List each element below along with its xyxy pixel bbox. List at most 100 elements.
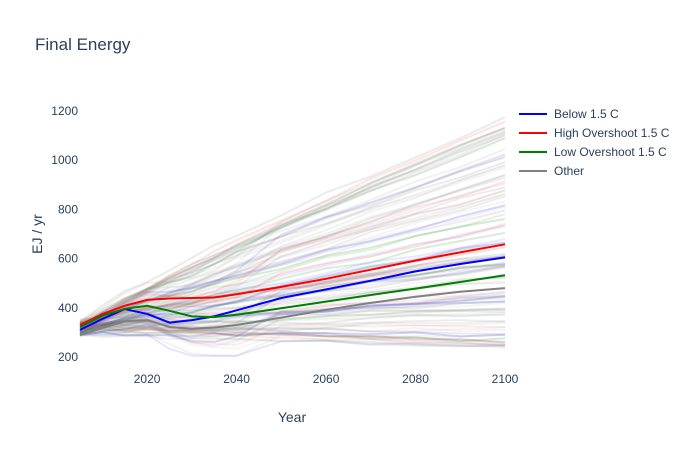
background-scenario-line xyxy=(79,324,506,349)
background-scenario-line xyxy=(79,163,506,337)
background-scenario-line xyxy=(79,153,506,328)
legend-item-low-overshoot-1-5-c[interactable]: Low Overshoot 1.5 C xyxy=(519,145,667,159)
background-scenario-line xyxy=(79,309,506,332)
background-scenario-line xyxy=(79,136,506,330)
background-scenario-line xyxy=(79,120,506,333)
background-scenario-line xyxy=(79,296,506,336)
background-scenario-line xyxy=(79,276,506,324)
background-scenario-line xyxy=(79,322,506,335)
background-scenario-line xyxy=(79,254,506,333)
background-scenario-line xyxy=(79,231,506,334)
background-scenario-line xyxy=(79,126,506,333)
background-scenario-line xyxy=(79,265,506,328)
background-scenario-line xyxy=(79,209,506,331)
legend-item-high-overshoot-1-5-c[interactable]: High Overshoot 1.5 C xyxy=(519,126,670,140)
background-scenario-line xyxy=(79,166,506,327)
background-scenario-line xyxy=(79,321,506,343)
background-scenario-line xyxy=(79,326,506,333)
background-scenario-line xyxy=(79,307,506,348)
y-tick-label: 400 xyxy=(58,301,78,315)
background-scenario-line xyxy=(79,319,506,327)
background-scenario-line xyxy=(79,320,506,336)
background-scenario-line xyxy=(79,161,506,324)
background-scenario-line xyxy=(79,312,506,330)
background-scenario-line xyxy=(79,200,506,327)
background-scenario-line xyxy=(79,127,506,336)
legend-label: Low Overshoot 1.5 C xyxy=(554,145,667,159)
background-scenario-line xyxy=(79,137,506,326)
background-scenario-line xyxy=(79,264,506,324)
background-scenario-line xyxy=(79,255,506,331)
background-scenario-line xyxy=(79,131,506,337)
background-scenario-line xyxy=(79,287,506,321)
background-scenario-line xyxy=(79,320,506,346)
background-scenario-line xyxy=(79,325,506,333)
background-scenario-line xyxy=(79,134,506,331)
background-scenario-line xyxy=(79,330,506,338)
background-scenario-line xyxy=(79,245,506,332)
background-scenario-line xyxy=(79,148,506,329)
background-scenario-line xyxy=(79,238,506,329)
x-tick-label: 2060 xyxy=(313,372,340,386)
x-axis-title: Year xyxy=(278,409,307,425)
background-scenario-line xyxy=(79,333,506,357)
background-scenario-line xyxy=(79,131,506,334)
background-scenario-line xyxy=(79,295,506,335)
series-line-low-overshoot-1-5-c xyxy=(79,274,506,328)
background-scenario-line xyxy=(79,263,506,334)
legend-item-other[interactable]: Other xyxy=(519,164,584,178)
background-scenario-line xyxy=(79,129,506,333)
background-scenario-line xyxy=(79,204,506,328)
series-line-other xyxy=(79,287,506,336)
background-scenario-line xyxy=(79,294,506,336)
background-scenario-line xyxy=(79,295,506,333)
background-scenario-line xyxy=(79,133,506,336)
legend-label: Below 1.5 C xyxy=(554,107,619,121)
x-tick-label: 2080 xyxy=(402,372,429,386)
background-scenario-line xyxy=(79,186,506,330)
background-scenario-line xyxy=(79,174,506,331)
background-scenario-line xyxy=(79,265,506,335)
background-scenario-line xyxy=(79,127,506,323)
background-scenario-line xyxy=(79,332,506,357)
background-scenario-line xyxy=(79,155,506,333)
series-line-below-1-5-c xyxy=(79,256,506,331)
background-scenario-line xyxy=(79,327,506,343)
background-scenario-line xyxy=(79,195,506,336)
y-tick-label: 800 xyxy=(58,202,78,216)
x-axis-ticks: 2020 2040 2060 2080 2100 xyxy=(134,372,519,386)
background-scenario-line xyxy=(79,325,506,345)
background-scenario-line xyxy=(79,164,506,325)
background-scenario-line xyxy=(79,333,506,348)
background-scenario-line xyxy=(79,222,506,333)
background-scenario-line xyxy=(79,322,506,343)
background-scenario-line xyxy=(79,320,506,350)
background-scenario-line xyxy=(79,298,506,328)
chart-title: Final Energy xyxy=(35,35,131,54)
background-scenario-line xyxy=(79,330,506,347)
y-tick-label: 1000 xyxy=(51,153,78,167)
series-lines xyxy=(79,243,506,336)
y-tick-label: 200 xyxy=(58,350,78,364)
background-scenario-line xyxy=(79,182,506,333)
legend-label: High Overshoot 1.5 C xyxy=(554,126,670,140)
background-scenario-line xyxy=(79,256,506,328)
background-scenario-line xyxy=(79,263,506,327)
x-tick-label: 2040 xyxy=(223,372,250,386)
y-tick-label: 600 xyxy=(58,252,78,266)
background-scenario-line xyxy=(79,192,506,328)
background-scenario-line xyxy=(79,321,506,336)
background-scenario-line xyxy=(79,323,506,347)
background-scenario-line xyxy=(79,276,506,330)
background-scenario-line xyxy=(79,156,506,325)
x-tick-label: 2100 xyxy=(492,372,519,386)
legend[interactable]: Below 1.5 C High Overshoot 1.5 C Low Overs… xyxy=(519,107,670,178)
background-scenario-line xyxy=(79,189,506,323)
y-tick-label: 1200 xyxy=(51,104,78,118)
background-scenario-line xyxy=(79,116,506,323)
background-scenario-line xyxy=(79,225,506,335)
background-scenario-line xyxy=(79,241,506,334)
legend-item-below-1-5-c[interactable]: Below 1.5 C xyxy=(519,107,619,121)
